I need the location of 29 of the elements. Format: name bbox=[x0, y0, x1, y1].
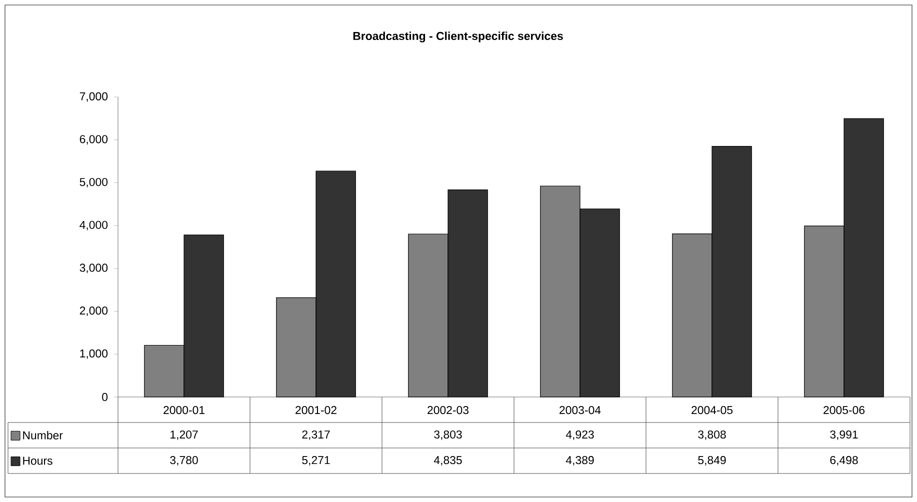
data-label: 2,317 bbox=[302, 430, 330, 440]
y-tick-label: 0 bbox=[102, 392, 108, 402]
x-tick-label: 2000-01 bbox=[164, 406, 204, 414]
data-label: 3,803 bbox=[434, 430, 462, 440]
data-label: 4,923 bbox=[566, 430, 594, 440]
data-label: 3,780 bbox=[170, 456, 198, 466]
y-tick-label: 6,000 bbox=[80, 135, 108, 145]
data-label: 5,849 bbox=[698, 456, 726, 466]
x-tick-label: 2004-05 bbox=[692, 406, 733, 414]
legend-label: Number bbox=[23, 430, 63, 440]
y-tick-label: 3,000 bbox=[80, 264, 108, 274]
data-label: 3,808 bbox=[698, 430, 726, 440]
data-label: 6,498 bbox=[830, 456, 858, 466]
data-label: 4,389 bbox=[566, 456, 594, 466]
data-label: 3,991 bbox=[830, 430, 858, 440]
chart-title: Broadcasting - Client-specific services bbox=[353, 32, 563, 42]
x-tick-label: 2005-06 bbox=[824, 406, 865, 414]
y-tick-label: 7,000 bbox=[80, 92, 108, 102]
x-tick-label: 2002-03 bbox=[428, 406, 469, 414]
y-tick-label: 4,000 bbox=[80, 220, 108, 230]
x-tick-label: 2003-04 bbox=[560, 406, 601, 414]
data-label: 4,835 bbox=[434, 456, 462, 466]
y-tick-label: 1,000 bbox=[80, 349, 108, 359]
data-label: 5,271 bbox=[302, 456, 330, 466]
data-label: 1,207 bbox=[170, 430, 198, 440]
y-tick-label: 5,000 bbox=[80, 178, 108, 188]
y-tick-label: 2,000 bbox=[80, 306, 108, 316]
legend-label: Hours bbox=[23, 456, 52, 465]
x-tick-label: 2001-02 bbox=[296, 406, 336, 414]
